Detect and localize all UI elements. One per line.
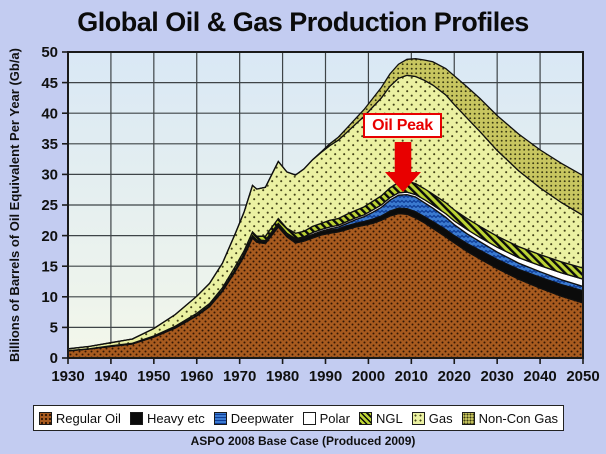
x-tick-label: 1960 (180, 368, 213, 385)
x-tick-label: 2010 (395, 368, 428, 385)
legend-swatch-deepwater (213, 411, 227, 425)
source-caption: ASPO 2008 Base Case (Produced 2009) (190, 434, 416, 448)
x-axis-labels: 1930 1940 1950 1960 1970 1980 1990 2000 2010 2020… (51, 368, 599, 385)
x-tick-label: 2050 (566, 368, 599, 385)
legend: Regular Oil Heavy etc Deepwater Polar NGL Gas… (33, 405, 564, 431)
legend-item-noncon: Non-Con Gas (461, 410, 559, 426)
x-tick-label: 1940 (94, 368, 127, 385)
y-tick-label: 10 (41, 289, 58, 306)
plot-area: 1930 1940 1950 1960 1970 1980 1990 2000 2010 2020… (41, 44, 599, 385)
legend-swatch-heavy (129, 411, 143, 425)
legend-label-gas: Gas (428, 410, 453, 426)
y-tick-label: 20 (41, 228, 58, 245)
y-tick-label: 30 (41, 167, 58, 184)
legend-label-regular: Regular Oil (55, 410, 121, 426)
y-tick-label: 15 (41, 258, 58, 275)
x-tick-label: 1950 (137, 368, 170, 385)
legend-item-deepwater: Deepwater (213, 410, 294, 426)
legend-label-noncon: Non-Con Gas (478, 410, 559, 426)
legend-swatch-noncon (461, 411, 475, 425)
legend-item-ngl: NGL (359, 411, 403, 426)
stacked-areas (68, 58, 583, 358)
oil-peak-annotation: Oil Peak (363, 113, 442, 138)
legend-label-polar: Polar (319, 410, 350, 426)
legend-label-ngl: NGL (376, 410, 403, 426)
x-tick-label: 1980 (266, 368, 299, 385)
y-tick-label: 0 (50, 350, 58, 367)
legend-row: Regular Oil Heavy etc Deepwater Polar NGL Gas… (34, 406, 563, 430)
area-noncon (68, 58, 583, 350)
legend-item-heavy: Heavy etc (129, 410, 205, 426)
x-tick-label: 2020 (438, 368, 471, 385)
legend-item-gas: Gas (411, 410, 453, 426)
x-tick-label: 1930 (51, 368, 84, 385)
legend-label-heavy: Heavy etc (146, 410, 205, 426)
axis-ticks (62, 51, 584, 364)
x-tick-label: 1970 (223, 368, 256, 385)
legend-label-deepwater: Deepwater (230, 410, 294, 426)
y-tick-label: 35 (41, 136, 58, 153)
page-title: Global Oil & Gas Production Profiles (77, 7, 529, 37)
legend-swatch-gas (411, 411, 425, 425)
y-axis-labels: 0 5 10 15 20 25 30 35 40 45 50 (41, 44, 58, 367)
legend-swatch-polar (302, 411, 316, 425)
y-tick-label: 5 (50, 320, 58, 337)
y-tick-label: 45 (41, 75, 58, 92)
x-tick-label: 2040 (523, 368, 556, 385)
legend-swatch-ngl (359, 411, 372, 425)
legend-swatch-regular (38, 411, 52, 425)
x-tick-label: 2000 (352, 368, 385, 385)
x-tick-label: 2030 (480, 368, 513, 385)
x-tick-label: 1990 (309, 368, 342, 385)
legend-item-regular: Regular Oil (38, 410, 121, 426)
oil-peak-label: Oil Peak (372, 116, 433, 134)
y-tick-label: 40 (41, 105, 58, 122)
y-tick-label: 25 (41, 197, 58, 214)
y-tick-label: 50 (41, 44, 58, 61)
legend-item-polar: Polar (302, 410, 350, 426)
